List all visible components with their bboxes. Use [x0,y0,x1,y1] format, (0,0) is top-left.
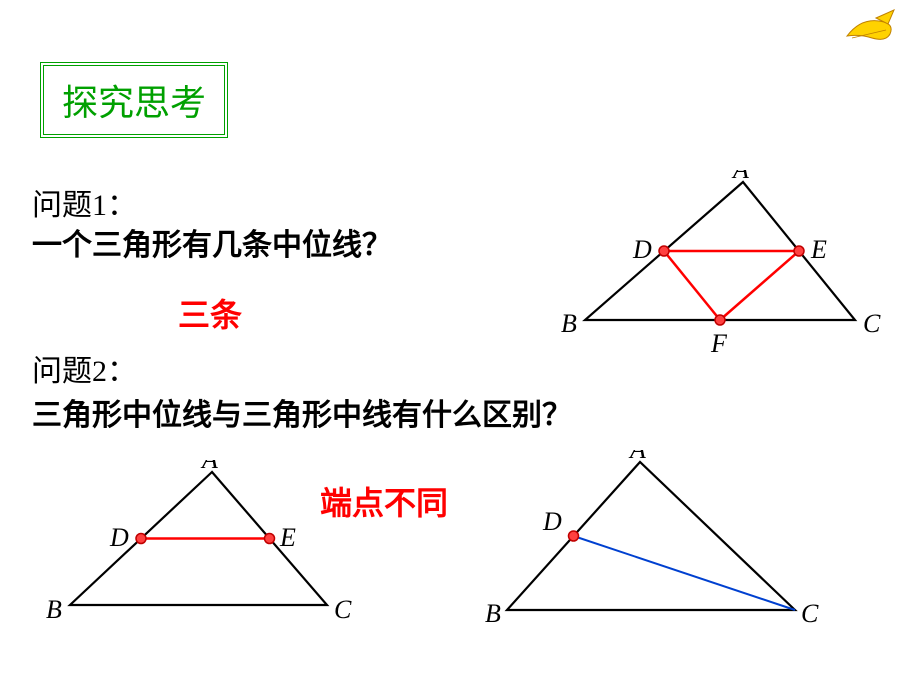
answer-1: 三条 [178,290,242,336]
label-B: B [561,309,577,338]
label-C: C [801,599,819,628]
corner-pen-icon [842,8,902,48]
diagram-triangle-midlines: A B C D E F [555,170,895,380]
label-B: B [46,595,62,624]
question-2-text: 三角形中位线与三角形中线有什么区别？ [32,390,572,434]
label-A: A [200,460,218,474]
diagram-median-dc: A B C D [485,450,835,650]
question-2-label: 问题2： [32,346,137,390]
label-B: B [485,599,501,628]
label-C: C [334,595,352,624]
label-A: A [628,450,646,464]
label-E: E [810,235,827,264]
label-C: C [863,309,881,338]
label-D: D [632,235,652,264]
label-E: E [279,523,296,552]
title-text: 探究思考 [62,83,206,123]
title-box: 探究思考 [40,62,228,138]
question-1-label: 问题1： [32,180,137,224]
label-F: F [710,329,728,358]
label-D: D [109,523,129,552]
label-A: A [731,170,749,184]
question-1-text: 一个三角形有几条中位线？ [32,220,392,264]
label-D: D [542,507,562,536]
diagram-midline-de: A B C D E [42,460,362,640]
